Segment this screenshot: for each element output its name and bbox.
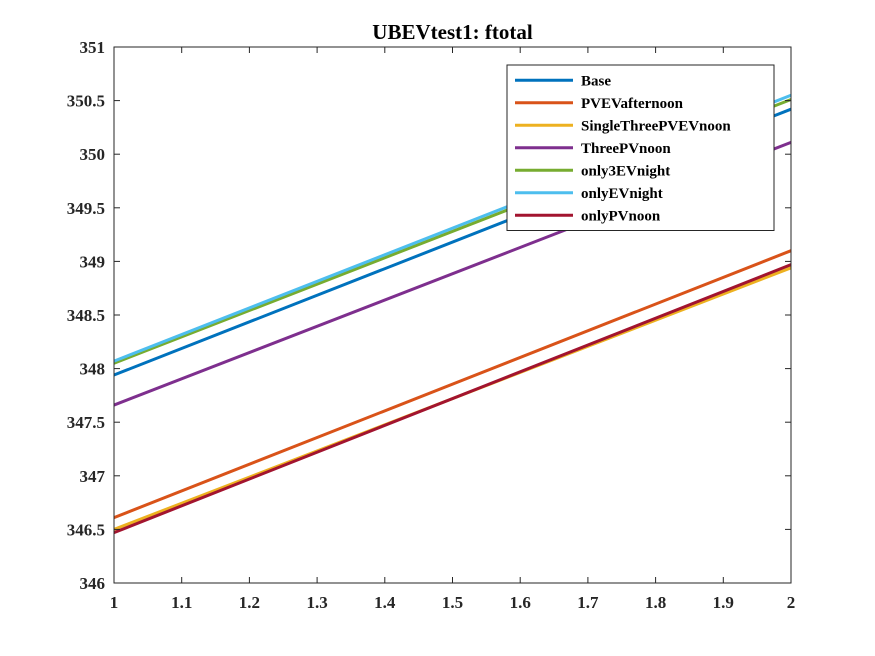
chart-title: UBEVtest1: ftotal [372, 20, 533, 44]
x-tick-label: 1.4 [374, 593, 396, 612]
y-tick-label: 349.5 [67, 199, 105, 218]
x-tick-label: 1.2 [239, 593, 260, 612]
y-tick-label: 349 [80, 252, 106, 271]
y-tick-label: 351 [80, 38, 106, 57]
x-tick-label: 1.7 [577, 593, 599, 612]
x-tick-label: 1.5 [442, 593, 463, 612]
x-tick-label: 1.8 [645, 593, 666, 612]
y-tick-label: 348.5 [67, 306, 105, 325]
y-tick-label: 348 [80, 360, 106, 379]
series-line-6 [113, 263, 792, 535]
x-tick-label: 1.6 [510, 593, 531, 612]
y-tick-label: 350 [80, 145, 106, 164]
series-line-1 [113, 249, 792, 520]
legend-label-2: SingleThreePVEVnoon [581, 118, 731, 134]
x-tick-label: 1.1 [171, 593, 192, 612]
legend-label-0: Base [581, 73, 611, 89]
legend-label-1: PVEVafternoon [581, 96, 684, 112]
y-tick-label: 347 [80, 467, 106, 486]
y-tick-label: 347.5 [67, 413, 105, 432]
x-tick-label: 1.9 [713, 593, 734, 612]
y-tick-label: 346.5 [67, 520, 105, 539]
legend-label-6: onlyPVnoon [581, 208, 661, 224]
x-tick-label: 1 [110, 593, 119, 612]
legend-label-5: onlyEVnight [581, 186, 663, 202]
x-tick-label: 2 [787, 593, 796, 612]
legend-label-4: only3EVnight [581, 163, 670, 179]
x-tick-label: 1.3 [306, 593, 327, 612]
axes-layer: 1 1.1 1.2 1.3 1.4 1.5 1.6 1.7 1.8 1.9 2 346 346.5 347… [67, 38, 796, 612]
y-tick-label: 350.5 [67, 92, 105, 111]
legend: Base PVEVafternoon SingleThreePVEVnoon Thre… [506, 64, 775, 231]
y-tick-label: 346 [80, 574, 106, 593]
legend-label-3: ThreePVnoon [581, 141, 671, 157]
